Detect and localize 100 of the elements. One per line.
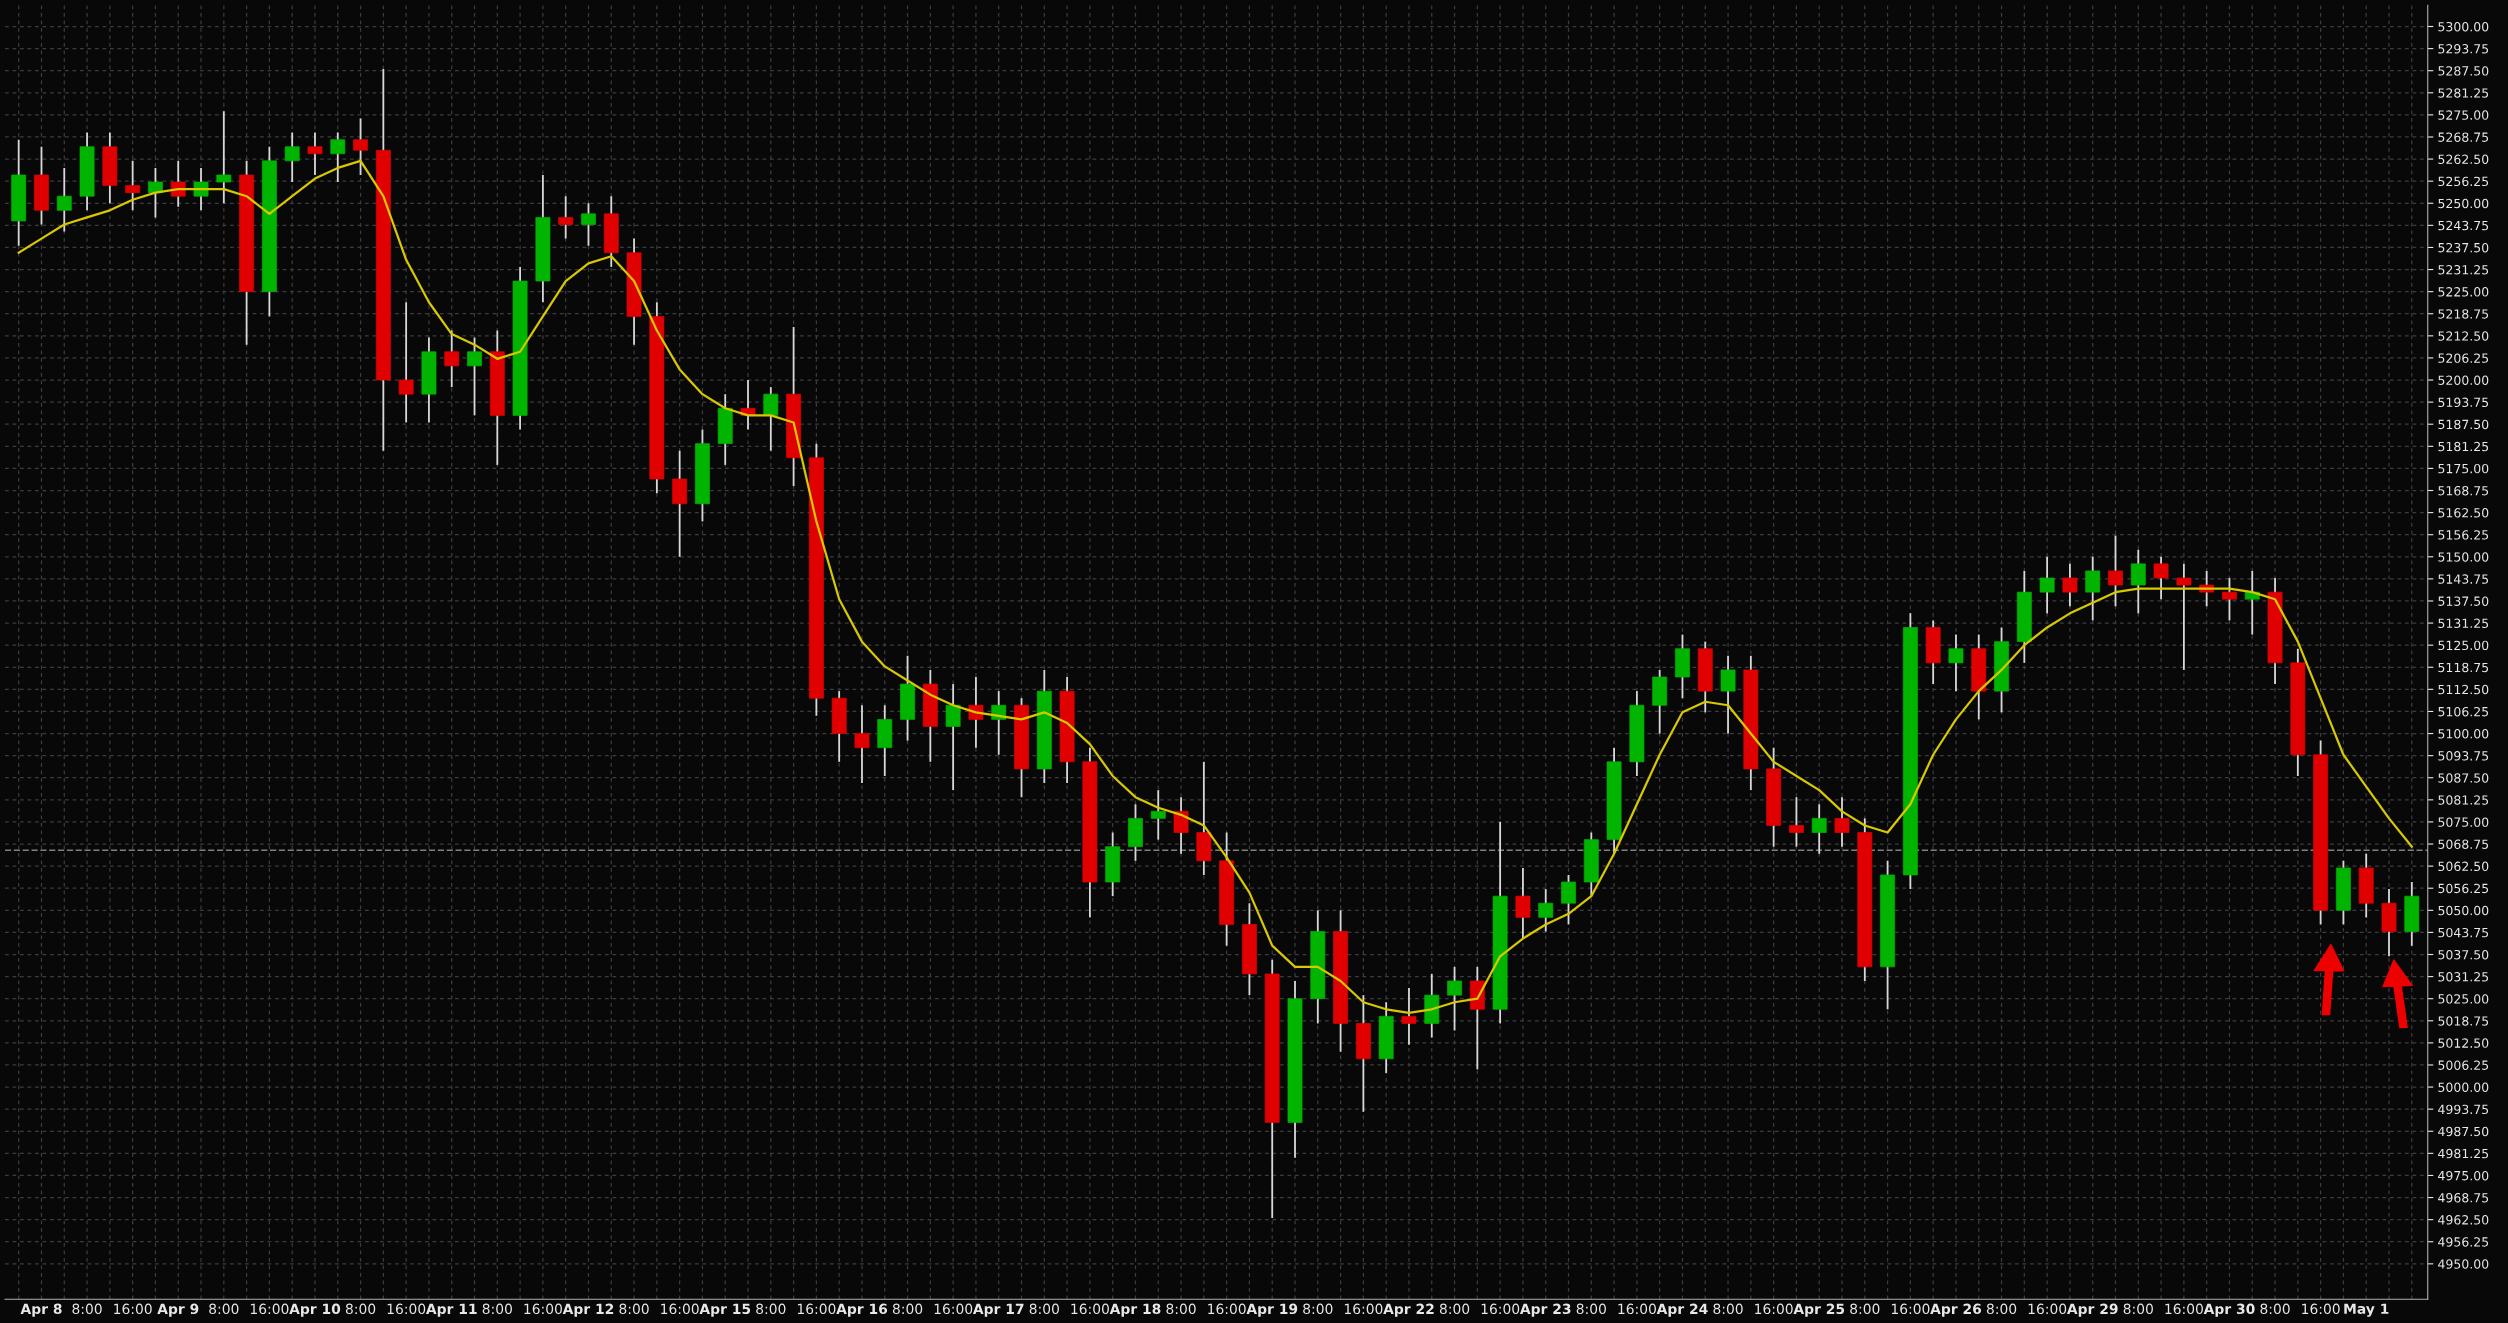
x-tick-label: 8:00 <box>2123 1303 2153 1315</box>
x-tick-label: 16:00 <box>1755 1303 1793 1315</box>
candlestick <box>1561 874 1576 926</box>
y-tick-label: 5250.00 <box>2438 198 2489 209</box>
candlestick <box>854 704 870 784</box>
y-tick-label: 5218.75 <box>2438 309 2489 319</box>
x-tick-label: Apr 19 <box>1246 1303 1298 1317</box>
candlestick <box>945 683 961 792</box>
x-tick-label: 8:00 <box>1166 1303 1196 1315</box>
candlestick <box>1447 965 1462 1032</box>
x-tick-label: Apr 11 <box>425 1303 477 1317</box>
y-tick-label: 5262.50 <box>2438 154 2489 164</box>
y-tick-label: 5025.00 <box>2438 994 2489 1004</box>
y-tick-label: 4993.75 <box>2438 1104 2489 1115</box>
x-tick-label: Apr 25 <box>1793 1303 1845 1317</box>
candlestick <box>353 117 368 176</box>
y-tick-label: 4975.00 <box>2438 1170 2489 1181</box>
y-tick-label: 5200.00 <box>2438 375 2489 385</box>
y-tick-label: 5275.00 <box>2438 110 2489 120</box>
x-tick-label: 8:00 <box>756 1303 786 1315</box>
x-tick-label: 8:00 <box>72 1303 102 1315</box>
candlestick <box>2222 577 2237 622</box>
x-tick-label: 8:00 <box>2260 1303 2290 1315</box>
candlestick <box>1401 987 1417 1046</box>
x-tick-label: 16:00 <box>661 1303 699 1315</box>
candlestick <box>1538 888 1554 933</box>
y-tick-label: 4981.25 <box>2438 1148 2489 1159</box>
candlestick <box>1811 803 1827 855</box>
y-tick-label: 4968.75 <box>2438 1193 2489 1203</box>
x-tick-label: 8:00 <box>1850 1303 1880 1315</box>
y-tick-label: 5056.25 <box>2438 883 2489 894</box>
x-tick-label: 8:00 <box>1029 1303 1059 1315</box>
candlestick <box>1173 796 1189 855</box>
y-tick-label: 5293.75 <box>2438 44 2489 54</box>
y-tick-label: 5268.75 <box>2438 132 2489 142</box>
candlestick <box>2244 570 2260 636</box>
x-tick-label: 8:00 <box>892 1303 923 1315</box>
x-tick-label: Apr 24 <box>1656 1303 1708 1317</box>
candlestick <box>1948 633 1964 693</box>
y-tick-label: 5193.75 <box>2438 397 2489 408</box>
x-tick-label: Apr 8 <box>20 1303 62 1317</box>
y-tick-label: 5206.25 <box>2438 353 2489 363</box>
x-tick-label: 16:00 <box>2165 1303 2203 1315</box>
x-tick-label: Apr 23 <box>1519 1303 1571 1317</box>
y-tick-label: 5143.75 <box>2438 574 2489 584</box>
y-tick-label: 5018.75 <box>2438 1016 2489 1026</box>
x-tick-label: 16:00 <box>1344 1303 1383 1315</box>
candlestick <box>968 676 984 749</box>
x-tick-label: Apr 10 <box>289 1303 341 1317</box>
x-tick-label: Apr 16 <box>836 1303 888 1317</box>
y-tick-label: 5168.75 <box>2438 485 2489 496</box>
x-tick-label: Apr 15 <box>699 1303 751 1317</box>
y-tick-label: 5212.50 <box>2438 331 2489 341</box>
x-tick-label: 16:00 <box>934 1303 973 1315</box>
candlestick <box>284 131 300 183</box>
x-tick-label: 16:00 <box>797 1303 836 1315</box>
y-tick-label: 5187.50 <box>2438 419 2489 430</box>
y-tick-label: 5100.00 <box>2438 729 2489 739</box>
y-tick-label: 4987.50 <box>2438 1126 2489 1137</box>
y-tick-label: 5012.50 <box>2438 1038 2489 1048</box>
x-tick-label: 16:00 <box>524 1303 562 1315</box>
y-tick-label: 5037.50 <box>2438 949 2489 960</box>
candlestick <box>1515 866 1531 940</box>
y-tick-label: 5006.25 <box>2438 1060 2489 1070</box>
x-tick-label: Apr 9 <box>157 1303 199 1317</box>
y-tick-label: 5137.50 <box>2438 596 2489 606</box>
y-tick-label: 5075.00 <box>2438 817 2489 827</box>
candlestick <box>558 195 574 240</box>
y-tick-label: 5062.50 <box>2438 861 2489 872</box>
x-tick-label: Apr 29 <box>2066 1303 2118 1317</box>
y-tick-label: 5106.25 <box>2438 706 2489 717</box>
y-tick-label: 5300.00 <box>2438 21 2489 32</box>
x-tick-label: 8:00 <box>1439 1303 1470 1315</box>
y-tick-label: 5181.25 <box>2438 441 2489 452</box>
x-tick-label: 16:00 <box>1481 1303 1520 1315</box>
x-tick-label: 8:00 <box>209 1303 239 1315</box>
candlestick <box>307 131 323 176</box>
y-tick-label: 5000.00 <box>2438 1082 2489 1092</box>
x-tick-label: Apr 17 <box>972 1303 1024 1317</box>
candlestick <box>2130 548 2146 615</box>
y-tick-label: 5087.50 <box>2438 773 2489 783</box>
y-tick-label: 5150.00 <box>2438 552 2489 562</box>
y-tick-label: 4956.25 <box>2438 1237 2489 1247</box>
x-tick-label: 8:00 <box>345 1303 376 1315</box>
candlestick <box>1150 789 1166 841</box>
y-tick-label: 5162.50 <box>2438 508 2489 518</box>
x-tick-label: 16:00 <box>1618 1303 1656 1315</box>
x-tick-label: 8:00 <box>1303 1303 1333 1315</box>
candlestick <box>2085 555 2101 622</box>
candlestick <box>763 386 779 452</box>
y-tick-label: 5050.00 <box>2438 905 2489 916</box>
x-tick-label: 16:00 <box>250 1303 289 1315</box>
x-tick-label: 16:00 <box>1208 1303 1246 1315</box>
x-tick-label: 8:00 <box>1713 1303 1743 1315</box>
candlestick <box>398 301 414 424</box>
candlestick <box>56 167 72 233</box>
y-tick-label: 5281.25 <box>2438 88 2489 98</box>
line-series <box>17 159 2413 1014</box>
x-tick-label: Apr 18 <box>1109 1303 1161 1317</box>
y-tick-label: 5118.75 <box>2438 662 2489 673</box>
